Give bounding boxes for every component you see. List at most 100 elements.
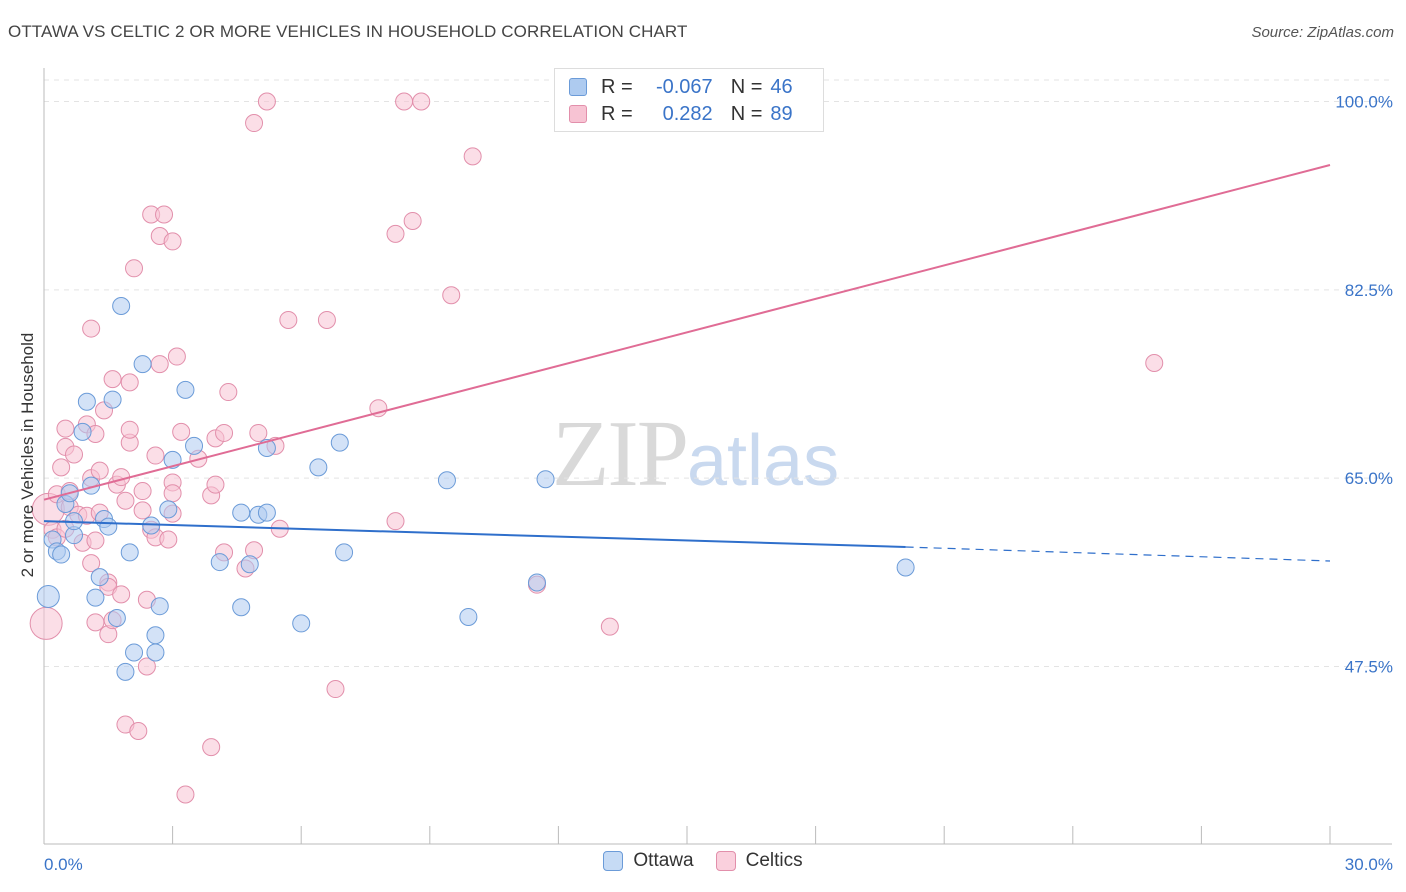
y-tick-label: 65.0% <box>1345 469 1393 488</box>
celtics-point <box>386 224 405 243</box>
celtics-point <box>206 475 225 494</box>
celtics-point <box>326 680 345 699</box>
ottawa-point <box>335 543 354 562</box>
ottawa-point <box>159 500 178 519</box>
celtics-point <box>163 232 182 251</box>
ottawa-point <box>77 392 96 411</box>
celtics-point <box>245 114 264 133</box>
celtics-point <box>463 147 482 166</box>
legend-row-ottawa: R = -0.067 N = 46 <box>569 75 793 99</box>
celtics-point <box>125 259 144 278</box>
x-tick-label: 0.0% <box>44 855 83 874</box>
celtics-point <box>395 92 414 111</box>
celtics-trendline <box>43 164 1331 501</box>
celtics-point <box>159 530 178 549</box>
ottawa-point <box>292 614 311 633</box>
celtics-point <box>279 310 298 329</box>
celtics-point <box>65 445 84 464</box>
legend-r-value: 0.282 <box>662 102 713 125</box>
celtics-point <box>90 461 109 480</box>
celtics-point <box>120 373 139 392</box>
celtics-point <box>133 482 152 501</box>
celtics-point <box>167 347 186 366</box>
celtics-point <box>403 211 422 230</box>
ottawa-point <box>146 643 165 662</box>
ottawa-point <box>125 643 144 662</box>
ottawa-point <box>103 390 122 409</box>
legend-r-label: R = <box>601 75 633 98</box>
celtics-point <box>56 419 75 438</box>
legend-n-label: N = <box>730 102 763 125</box>
celtics-point <box>129 722 148 741</box>
celtics-point <box>257 92 276 111</box>
celtics-swatch <box>569 105 587 123</box>
legend-item-celtics[interactable]: Celtics <box>715 850 803 872</box>
ottawa-point <box>536 470 555 489</box>
legend-row-celtics: R = 0.282 N = 89 <box>569 102 793 126</box>
y-axis-label: 2 or more Vehicles in Household <box>18 332 37 578</box>
celtics-point <box>120 420 139 439</box>
celtics-point <box>86 531 105 550</box>
legend-r-value: -0.067 <box>655 75 713 98</box>
ottawa-point <box>210 553 229 572</box>
celtics-point <box>600 617 619 636</box>
y-tick-label: 82.5% <box>1345 281 1393 300</box>
celtics-point <box>412 92 431 111</box>
ottawa-point <box>99 517 118 536</box>
chart-title: OTTAWA VS CELTIC 2 OR MORE VEHICLES IN H… <box>8 22 688 41</box>
ottawa-point <box>150 597 169 616</box>
ottawa-point <box>176 380 195 399</box>
celtics-point <box>133 501 152 520</box>
celtics-point <box>150 355 169 374</box>
ottawa-point <box>240 555 259 574</box>
ottawa-point <box>232 598 251 617</box>
celtics-point <box>86 613 105 632</box>
legend-r-label: R = <box>601 102 633 125</box>
ottawa-point <box>116 662 135 681</box>
ottawa-point <box>146 626 165 645</box>
watermark: ZIPatlas <box>552 400 839 508</box>
celtics-point <box>116 491 135 510</box>
ottawa-point <box>86 588 105 607</box>
legend-n-value: 89 <box>770 102 793 125</box>
legend-label-ottawa: Ottawa <box>633 850 694 871</box>
celtics-point <box>29 606 63 640</box>
celtics-point <box>146 446 165 465</box>
series-legend: Ottawa Celtics <box>0 850 1406 872</box>
ottawa-point <box>527 573 546 592</box>
ottawa-legend-swatch <box>603 851 624 871</box>
ottawa-point <box>257 503 276 522</box>
ottawa-point <box>90 568 109 587</box>
celtics-point <box>82 319 101 338</box>
celtics-point <box>112 585 131 604</box>
ottawa-trendline <box>43 520 906 549</box>
celtics-point <box>442 286 461 305</box>
y-tick-label: 47.5% <box>1345 657 1393 676</box>
celtics-point <box>155 205 174 224</box>
celtics-point <box>215 423 234 442</box>
celtics-point <box>1145 354 1164 373</box>
ottawa-point <box>36 585 60 609</box>
watermark-atlas: atlas <box>687 421 840 501</box>
ottawa-point <box>52 545 71 564</box>
celtics-point <box>52 458 71 477</box>
y-tick-label: 100.0% <box>1335 93 1393 112</box>
ottawa-point <box>73 422 92 441</box>
legend-label-celtics: Celtics <box>745 850 803 871</box>
ottawa-point <box>309 458 328 477</box>
ottawa-point <box>437 471 456 490</box>
ottawa-point <box>330 433 349 452</box>
ottawa-point <box>112 296 131 315</box>
ottawa-point <box>107 609 126 628</box>
celtics-point <box>249 423 268 442</box>
legend-item-ottawa[interactable]: Ottawa <box>603 850 694 872</box>
ottawa-point <box>896 558 915 577</box>
celtics-point <box>219 383 238 402</box>
celtics-legend-swatch <box>715 851 736 871</box>
ottawa-point <box>120 543 139 562</box>
ottawa-point <box>133 355 152 374</box>
celtics-point <box>176 785 195 804</box>
legend-n-label: N = <box>730 75 763 98</box>
ottawa-trendline-extrapolated <box>905 546 1331 562</box>
